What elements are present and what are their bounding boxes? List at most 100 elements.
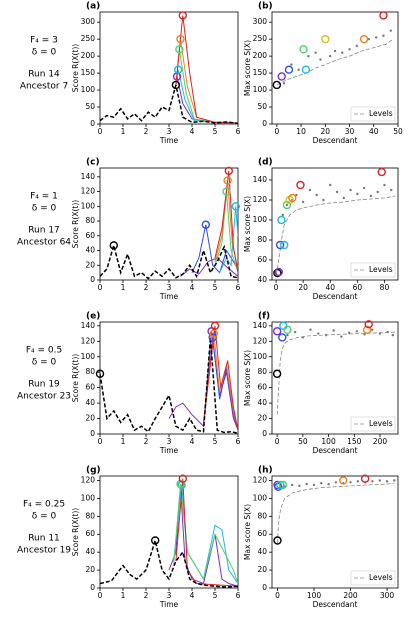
x-tick-label: 5 <box>213 127 218 136</box>
highlight-point <box>274 267 283 277</box>
scatter-point <box>341 51 344 54</box>
y-axis-label: Max score S(X) <box>243 504 252 560</box>
series-line <box>175 39 238 124</box>
x-tick-label: 100 <box>307 591 322 600</box>
highlight-point <box>279 240 289 250</box>
legend-label: Levels <box>369 419 393 428</box>
y-tick-label: 60 <box>85 529 95 538</box>
legend-box <box>350 106 396 122</box>
x-tick-label: 6 <box>236 127 241 136</box>
scatter-point <box>367 37 371 41</box>
axes-frame <box>99 475 239 589</box>
y-tick-label: 0 <box>90 119 95 128</box>
x-tick-label: 40 <box>369 127 379 136</box>
scatter-point <box>308 188 312 192</box>
x-axis-label: Descendant <box>313 292 358 301</box>
highlight-point <box>150 536 160 545</box>
y-tick-label: 20 <box>85 260 95 269</box>
y-tick-label: 40 <box>257 275 267 284</box>
y-tick-label: 120 <box>253 336 268 345</box>
y-tick-label: 20 <box>257 565 267 574</box>
scatter-point <box>329 183 332 187</box>
x-tick-label: 50 <box>393 127 403 136</box>
x-axis-label: Time <box>159 446 179 455</box>
scatter-point <box>335 190 339 194</box>
row-label: Ancestor 19 <box>17 546 71 556</box>
y-tick-label: 60 <box>257 255 267 264</box>
y-tick-label: 120 <box>81 475 96 484</box>
series-line <box>180 257 238 277</box>
row-label: Run 17 <box>28 226 60 236</box>
y-tick-label: 100 <box>81 493 96 502</box>
highlight-point <box>272 369 282 378</box>
highlight-point <box>209 329 219 338</box>
y-tick-label: 250 <box>253 34 268 43</box>
highlight-point <box>272 80 282 90</box>
highlight-point <box>275 240 285 250</box>
panel-label: (h) <box>258 466 273 476</box>
axes-frame <box>271 167 399 281</box>
x-tick-label: 60 <box>353 283 363 292</box>
y-tick-label: 0 <box>90 583 95 592</box>
plot-area <box>100 325 238 434</box>
y-tick-label: 100 <box>81 85 96 94</box>
highlight-point <box>273 268 282 278</box>
panel-label: (b) <box>258 2 273 12</box>
scatter-point <box>282 82 286 85</box>
x-tick-label: 0 <box>98 127 103 136</box>
series-line <box>168 331 238 431</box>
y-tick-label: 40 <box>257 547 267 556</box>
scatter-point <box>312 483 316 487</box>
scatter-point <box>333 49 337 53</box>
highlight-point <box>224 166 234 176</box>
x-tick-label: 1 <box>121 591 126 600</box>
highlight-point <box>277 72 286 81</box>
legend-box <box>350 570 396 586</box>
x-tick-label: 4 <box>190 283 195 292</box>
x-tick-label: 20 <box>298 283 308 292</box>
scatter-point <box>393 479 396 482</box>
highlight-point <box>278 480 288 490</box>
row-label: Run 11 <box>28 534 60 544</box>
row-label: Run 19 <box>28 380 60 390</box>
highlight-point <box>173 65 183 74</box>
y-tick-label: 300 <box>81 17 96 26</box>
scatter-point <box>378 479 381 482</box>
scatter-point <box>285 203 289 207</box>
plot-area <box>100 170 238 280</box>
highlight-point <box>176 34 185 44</box>
panel-label: (e) <box>86 312 100 322</box>
y-tick-label: 60 <box>257 383 267 392</box>
x-tick-label: 0 <box>275 591 280 600</box>
y-axis-label: Score R(X(t)) <box>71 354 80 402</box>
scatter-point <box>374 36 378 39</box>
y-tick-label: 100 <box>81 201 96 210</box>
scatter-point <box>391 333 395 337</box>
highlight-point <box>299 45 308 54</box>
highlight-point <box>284 65 294 74</box>
legend-label: Levels <box>369 265 393 274</box>
series-line <box>173 484 238 584</box>
highlight-point <box>201 220 211 229</box>
x-axis-label: Descendant <box>313 446 358 455</box>
scatter-point <box>332 329 335 332</box>
series-line <box>100 337 238 434</box>
scatter-point <box>298 484 301 488</box>
highlight-point <box>273 536 282 545</box>
x-tick-label: 5 <box>213 437 218 446</box>
highlight-point <box>362 325 372 334</box>
x-tick-label: 0 <box>98 437 103 446</box>
scatter-point <box>347 331 351 335</box>
x-tick-label: 150 <box>347 437 362 446</box>
highlight-point <box>279 321 288 331</box>
scatter-point <box>322 198 325 202</box>
y-tick-label: 40 <box>85 547 95 556</box>
highlight-point <box>301 65 311 74</box>
scatter-point <box>309 328 312 331</box>
x-axis-label: Time <box>159 136 179 145</box>
scatter-point <box>382 34 385 37</box>
x-tick-label: 40 <box>325 283 335 292</box>
scatter-point <box>305 482 308 486</box>
y-tick-label: 40 <box>257 398 267 407</box>
